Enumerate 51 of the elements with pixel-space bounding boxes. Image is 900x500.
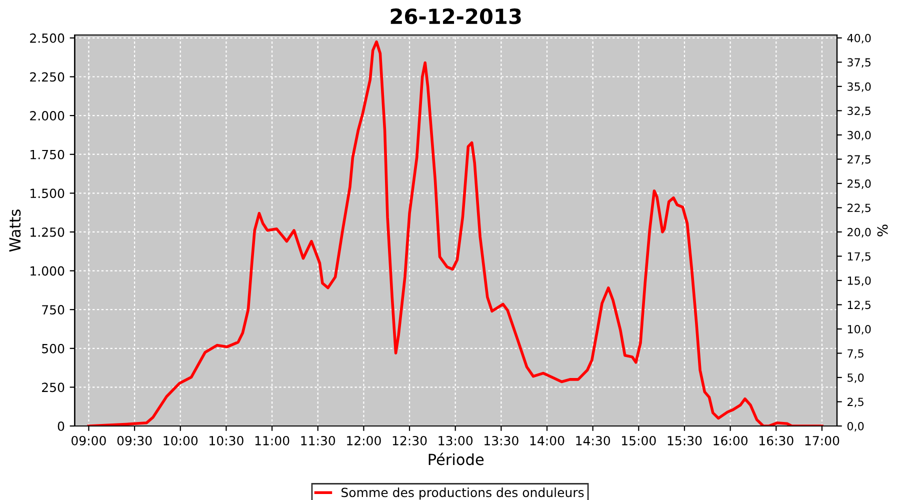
x-tick-label: 09:00 — [72, 436, 106, 446]
x-tick-label: 12:30 — [392, 436, 427, 446]
x-tick-label: 11:30 — [301, 436, 336, 446]
y2-tick-label: 0,0 — [847, 422, 864, 432]
y-tick-label: 2.250 — [30, 72, 64, 82]
x-tick-label: 10:30 — [210, 436, 244, 446]
y-axis-title: Watts — [9, 210, 21, 252]
y2-tick-label: 40,0 — [847, 34, 871, 44]
x-tick-label: 13:00 — [438, 436, 473, 446]
x-tick-label: 11:00 — [255, 436, 290, 446]
x-tick-label: 15:00 — [622, 436, 656, 446]
x-tick-label: 16:30 — [760, 436, 794, 446]
y2-tick-label: 37,5 — [848, 58, 870, 68]
y2-tick-label: 25,0 — [848, 179, 871, 189]
y-tick-label: 1.750 — [30, 150, 64, 160]
x-axis-title: Période — [428, 452, 484, 466]
y2-tick-label: 2,5 — [848, 398, 864, 408]
y2-tick-label: 27,5 — [848, 155, 870, 165]
chart-title: 26-12-2013 — [390, 8, 521, 24]
y-tick-label: 1.250 — [30, 227, 64, 237]
y-tick-label: 1.500 — [30, 188, 64, 198]
x-tick-label: 12:00 — [347, 436, 381, 446]
y-tick-label: 2.500 — [30, 33, 64, 43]
y2-tick-label: 12,5 — [848, 300, 870, 310]
y-tick-label: 750 — [42, 305, 64, 315]
x-tick-label: 15:30 — [668, 436, 702, 446]
y-tick-label: 1.000 — [30, 266, 64, 276]
x-tick-label: 17:00 — [805, 436, 840, 446]
line-series — [87, 40, 824, 426]
y-tick-label: 250 — [42, 382, 64, 392]
y2-tick-label: 35,0 — [848, 82, 871, 92]
legend-label: Somme des productions des onduleurs — [342, 488, 584, 500]
y2-tick-label: 20,0 — [848, 228, 871, 238]
y2-tick-label: 15,0 — [848, 276, 871, 286]
y2-tick-label: 22,5 — [848, 204, 870, 214]
y2-tick-label: 32,5 — [848, 106, 870, 116]
x-tick-label: 13:30 — [484, 436, 518, 446]
y2-axis-title: % — [877, 224, 888, 236]
y-tick-label: 2.000 — [30, 111, 64, 120]
y2-tick-label: 7,5 — [848, 349, 864, 359]
x-tick-label: 14:30 — [576, 436, 610, 446]
y2-tick-label: 5,0 — [848, 373, 864, 383]
x-tick-label: 09:30 — [117, 436, 152, 446]
y2-tick-label: 17,5 — [848, 252, 870, 262]
y-tick-label: 500 — [42, 344, 64, 354]
y-tick-label: 0 — [58, 421, 64, 431]
y2-tick-label: 30,0 — [848, 130, 871, 140]
x-tick-label: 16:00 — [714, 436, 748, 446]
y2-tick-label: 10,0 — [848, 324, 871, 334]
x-tick-label: 14:00 — [530, 436, 564, 446]
x-tick-label: 10:00 — [164, 436, 198, 446]
